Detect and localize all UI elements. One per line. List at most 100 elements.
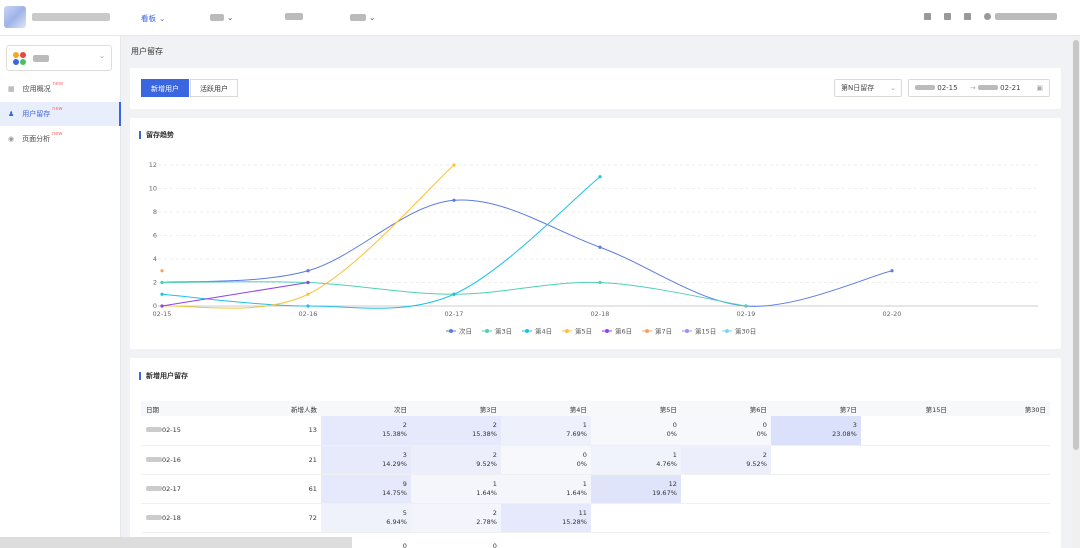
data-point bbox=[598, 280, 602, 285]
document-icon[interactable] bbox=[964, 13, 971, 20]
calendar-icon: ▣ bbox=[1036, 84, 1043, 92]
row-date: 02-15 bbox=[141, 416, 212, 446]
x-tick-label: 02-20 bbox=[883, 310, 902, 318]
retention-cell bbox=[590, 503, 681, 533]
retention-table-title: 新增用户留存 bbox=[139, 372, 188, 380]
retention-rate: 19.67% bbox=[652, 488, 677, 497]
data-point bbox=[598, 245, 602, 249]
tab-active-users[interactable]: 活跃用户 bbox=[190, 79, 238, 97]
retention-cell: 0 0% bbox=[500, 445, 591, 475]
row-new-count: 13 bbox=[211, 416, 321, 446]
table-body: 02-15 13 2 15.38% 2 15.38% 1 7.69% 0 0% 0 0% 3 23.08%… bbox=[141, 416, 1050, 548]
retention-rate: 14.75% bbox=[382, 488, 407, 497]
retention-cell: 1 4.76% bbox=[590, 445, 681, 475]
new-badge: new bbox=[52, 131, 63, 137]
nav-item-4[interactable]: ⌄ bbox=[350, 13, 375, 22]
sidebar-item-overview[interactable]: ▦ 应用概况 new bbox=[0, 77, 121, 101]
column-header: 日期 bbox=[141, 401, 212, 416]
retention-cell bbox=[950, 445, 1050, 475]
y-tick-label: 10 bbox=[149, 185, 157, 193]
legend-marker bbox=[565, 329, 569, 333]
retention-rate: 2.78% bbox=[476, 517, 497, 526]
data-point bbox=[452, 198, 456, 202]
sidebar-item-label: 应用概况 bbox=[22, 85, 51, 93]
data-point bbox=[160, 304, 164, 308]
series-line bbox=[161, 176, 601, 309]
series-line bbox=[161, 199, 893, 307]
retention-cell: 1 1.64% bbox=[500, 474, 591, 504]
app-selector[interactable]: ⌄ bbox=[6, 45, 112, 71]
data-point bbox=[306, 269, 310, 273]
speaker-icon[interactable] bbox=[924, 13, 931, 20]
retention-rate: 23.08% bbox=[832, 430, 857, 439]
x-tick-label: 02-19 bbox=[737, 310, 756, 318]
column-header: 第4日 bbox=[500, 401, 591, 416]
retention-mode-select[interactable]: 第N日留存 ⌄ bbox=[834, 79, 902, 97]
data-point bbox=[160, 292, 164, 296]
nav-item-2-label bbox=[210, 14, 224, 21]
data-point bbox=[452, 163, 456, 167]
retention-count: 2 bbox=[762, 450, 767, 459]
filter-card: 新增用户 活跃用户 第N日留存 ⌄ 02-15 → 02-21 ▣ bbox=[130, 68, 1061, 109]
column-header: 第6日 bbox=[680, 401, 771, 416]
data-point bbox=[306, 292, 310, 296]
date-range-picker[interactable]: 02-15 → 02-21 ▣ bbox=[908, 79, 1050, 97]
chevron-down-icon: ⌄ bbox=[890, 84, 896, 92]
retention-count: 9 bbox=[402, 479, 407, 488]
page-icon: ◉ bbox=[8, 135, 15, 143]
date-start: 02-15 bbox=[937, 84, 958, 92]
app-name bbox=[33, 55, 49, 62]
retention-cell bbox=[680, 474, 771, 504]
retention-cell bbox=[680, 503, 771, 533]
nav-item-3[interactable] bbox=[285, 13, 303, 20]
legend-marker bbox=[725, 329, 729, 333]
top-bar: 看板 ⌄ ⌄ ⌄ bbox=[0, 0, 1080, 36]
retention-cell bbox=[860, 445, 951, 475]
shield-icon[interactable] bbox=[944, 13, 951, 20]
retention-rate: 0% bbox=[756, 430, 767, 439]
page-title: 用户留存 bbox=[131, 47, 163, 56]
retention-rate: 15.38% bbox=[472, 430, 497, 439]
table-row: 02-15 13 2 15.38% 2 15.38% 1 7.69% 0 0% 0 0% 3 23.08% bbox=[141, 416, 1050, 446]
date-start-year bbox=[915, 85, 935, 90]
nav-item-3-label bbox=[285, 13, 303, 20]
sidebar-item-pages[interactable]: ◉ 页面分析 new bbox=[0, 127, 121, 151]
retention-cell bbox=[770, 532, 861, 548]
retention-cell: 0 0% bbox=[590, 416, 681, 446]
row-date-year bbox=[146, 427, 162, 433]
sidebar-item-retention[interactable]: ♟ 用户留存 new bbox=[0, 102, 121, 126]
chevron-down-icon: ⌄ bbox=[369, 13, 376, 22]
retention-rate: 15.28% bbox=[562, 517, 587, 526]
retention-cell bbox=[950, 503, 1050, 533]
trend-card: 留存趋势 0 2 4 6 8 10 12 02-15 02-16 02-17 02-18 02-19 0… bbox=[130, 118, 1061, 349]
data-point bbox=[598, 175, 602, 179]
user-name[interactable] bbox=[995, 13, 1057, 20]
tab-new-users[interactable]: 新增用户 bbox=[141, 79, 189, 97]
retention-count: 5 bbox=[402, 508, 407, 517]
data-point bbox=[890, 269, 894, 273]
table-row: 02-17 61 9 14.75% 1 1.64% 1 1.64% 12 19.67% bbox=[141, 474, 1050, 504]
retention-cell: 3 14.29% bbox=[320, 445, 411, 475]
retention-cell bbox=[950, 532, 1050, 548]
retention-count: 2 bbox=[492, 450, 497, 459]
retention-cell bbox=[770, 503, 861, 533]
row-date-text: 02-16 bbox=[162, 455, 181, 464]
chevron-down-icon: ⌄ bbox=[99, 52, 105, 60]
legend-label: 第6日 bbox=[615, 327, 632, 336]
y-tick-label: 8 bbox=[153, 208, 157, 216]
retention-cell bbox=[860, 416, 951, 446]
table-header-row: 日期 新增人数 次日 第3日 第4日 第5日 第6日 第7日 第15日 第30日 bbox=[141, 401, 1050, 416]
user-icon[interactable] bbox=[984, 13, 991, 20]
horizontal-scrollbar[interactable] bbox=[0, 537, 352, 548]
legend-marker bbox=[525, 329, 529, 333]
nav-dashboard[interactable]: 看板 ⌄ bbox=[141, 13, 165, 24]
retention-rate: 0% bbox=[576, 459, 587, 468]
column-header: 第7日 bbox=[770, 401, 861, 416]
row-date-year bbox=[146, 485, 162, 491]
nav-item-2[interactable]: ⌄ bbox=[210, 13, 233, 22]
data-point bbox=[160, 280, 164, 285]
vertical-scrollbar-thumb[interactable] bbox=[1073, 40, 1079, 450]
legend-label: 第7日 bbox=[655, 327, 672, 336]
sidebar-item-label: 页面分析 bbox=[22, 135, 51, 143]
legend-label: 第3日 bbox=[495, 327, 512, 336]
